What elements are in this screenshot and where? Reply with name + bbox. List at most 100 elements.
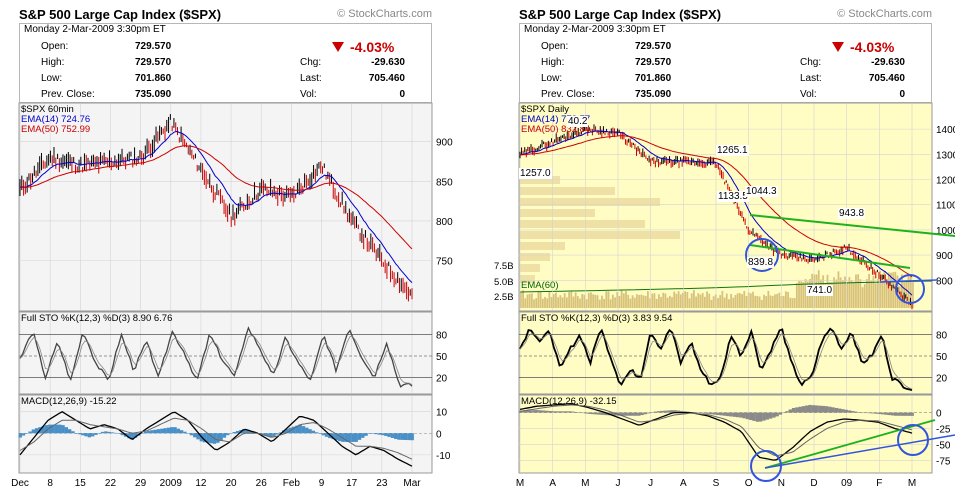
chg-label: Chg: — [800, 57, 822, 68]
chg-label: Chg: — [300, 57, 322, 68]
volume-bar — [701, 293, 704, 308]
volume-bar — [872, 276, 875, 308]
volume-bar — [846, 282, 849, 308]
x-tick-label: Feb — [283, 478, 301, 489]
volume-by-price-bar — [520, 275, 535, 283]
macd-histogram-bar — [637, 412, 641, 416]
annotation-1044: 1044.3 — [745, 186, 778, 197]
macd-histogram-bar — [232, 431, 237, 434]
macd-histogram-bar — [249, 430, 253, 434]
macd-histogram-bar — [584, 412, 588, 414]
macd-histogram-bar — [179, 430, 184, 434]
macd-histogram-bar — [176, 428, 181, 434]
volume-bar — [664, 293, 667, 308]
volume-by-price-bar — [520, 242, 565, 250]
x-tick-label: J — [648, 478, 653, 489]
macd-histogram-bar — [633, 412, 638, 416]
sto-tick-label: 20 — [936, 374, 948, 385]
price-tick-label: 800 — [936, 276, 953, 287]
macd-histogram-bar — [44, 425, 49, 434]
volume-bar — [703, 296, 706, 308]
volume-bar — [905, 280, 908, 308]
volume-bar — [616, 292, 619, 308]
volume-by-price-bar — [520, 209, 595, 217]
volume-bar — [778, 292, 781, 308]
x-ticks: Dec 8 15 22 29 2009 12 20 26 Feb 9 17 23 Mar — [11, 478, 421, 489]
x-tick-label: 23 — [376, 478, 388, 489]
macd-histogram-bar — [143, 431, 148, 434]
volume-bar — [631, 295, 634, 308]
change-percent-value: -4.03% — [850, 39, 895, 55]
volume-bar — [852, 281, 855, 308]
macd-histogram-bar — [305, 427, 309, 434]
macd-histogram-bar — [824, 406, 829, 413]
volume-bar — [533, 299, 535, 308]
macd-histogram-bar — [347, 433, 352, 442]
macd-histogram-bar — [742, 412, 746, 419]
volume-bar — [837, 271, 840, 308]
volume-ema-label: EMA(60) — [521, 280, 559, 291]
macd-histogram-bar — [880, 412, 885, 415]
volume-bar — [684, 291, 687, 308]
macd-histogram-bar — [278, 432, 283, 434]
macd-histogram-bar — [295, 425, 299, 434]
volume-bar — [561, 297, 564, 308]
volume-bar — [550, 297, 553, 308]
volume-bar — [653, 293, 656, 308]
macd-histogram-bar — [531, 410, 536, 413]
price-panel-label: $SPX Daily — [521, 104, 570, 115]
macd-histogram-bar — [156, 429, 161, 434]
macd-histogram-bar — [58, 424, 62, 434]
volume-bar — [866, 279, 868, 308]
macd-histogram-bar — [567, 411, 572, 413]
macd-histogram-bar — [818, 405, 822, 413]
volume-bar — [907, 273, 910, 308]
volume-bar — [640, 294, 643, 308]
vol-label: Vol: — [800, 89, 817, 100]
x-tick-label: O — [745, 478, 753, 489]
low-value: 701.860 — [635, 73, 672, 84]
macd-histogram-bar — [870, 412, 875, 414]
quote-date: Monday 2-Mar-2009 3:30pm ET — [524, 24, 666, 35]
macd-histogram-bar — [805, 405, 809, 413]
macd-histogram-bar — [795, 407, 799, 413]
macd-histogram-bar — [31, 429, 36, 434]
volume-bar — [767, 290, 770, 308]
macd-histogram-bar — [864, 412, 868, 414]
volume-bar — [890, 272, 892, 308]
volume-bar — [804, 279, 807, 308]
macd-histogram-bar — [758, 412, 763, 422]
volume-by-price-bar — [520, 253, 550, 261]
macd-histogram-bar — [564, 411, 569, 413]
macd-histogram-bar — [854, 411, 858, 413]
vol-label: Vol: — [300, 89, 317, 100]
volume-bar — [609, 299, 612, 308]
chg-value: -29.630 — [371, 57, 405, 68]
sto-panel — [518, 311, 933, 395]
change-percent-value: -4.03% — [350, 39, 395, 55]
macd-histogram-bar — [71, 431, 75, 434]
macd-histogram-bar — [650, 412, 654, 413]
price-tick-label: 750 — [436, 256, 453, 267]
macd-histogram-bar — [163, 428, 167, 434]
macd-histogram-bar — [374, 433, 378, 435]
x-tick-label: 2009 — [160, 478, 183, 489]
volume-bar — [583, 294, 586, 308]
volume-bar — [673, 291, 676, 308]
volume-bar — [844, 276, 846, 308]
volume-bar — [800, 281, 803, 308]
x-tick-label: 20 — [226, 478, 238, 489]
volume-bar — [741, 294, 743, 308]
volume-bar — [774, 294, 776, 308]
macd-histogram-bar — [357, 433, 362, 440]
macd-histogram-bar — [25, 433, 29, 434]
macd-tick-label: -10 — [436, 451, 451, 462]
volume-bar — [706, 291, 708, 308]
macd-signal-line — [519, 404, 913, 457]
macd-histogram-bar — [245, 429, 250, 434]
macd-histogram-bar — [640, 412, 644, 416]
volume-bar — [546, 298, 549, 308]
macd-histogram-bar — [321, 433, 325, 436]
copyright: © StockCharts.com — [337, 8, 432, 20]
volume-bar — [892, 272, 895, 308]
